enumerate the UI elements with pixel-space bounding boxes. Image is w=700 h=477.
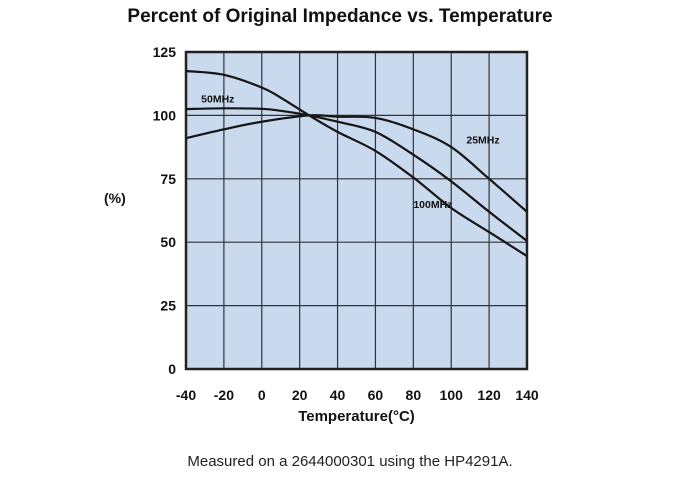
series-line-25mhz [185,114,528,213]
series-label-50mhz: 50MHz [201,94,234,106]
series-label-25mhz: 25MHz [466,134,499,146]
plot-background [186,52,527,369]
x-tick-label: 20 [292,387,308,403]
x-tick-label: 100 [440,387,464,403]
x-tick-label: 60 [368,387,384,403]
x-tick-label: 120 [477,387,501,403]
chart-title: Percent of Original Impedance vs. Temper… [127,6,553,27]
footnote: Measured on a 2644000301 using the HP429… [187,453,513,470]
series-line-50mhz [185,107,528,242]
y-tick-label: 125 [153,44,177,60]
series-line-100mhz [185,69,528,258]
x-tick-label: -20 [214,387,234,403]
x-axis-label: Temperature(°C) [298,408,415,425]
series-label-100mhz: 100MHz [413,199,452,211]
y-tick-label: 75 [160,171,176,187]
x-tick-label: -40 [176,387,196,403]
x-tick-label: 40 [330,387,346,403]
x-tick-label: 80 [406,387,422,403]
x-tick-label: 0 [258,387,266,403]
y-tick-label: 100 [153,107,177,123]
y-axis-label: (%) [104,190,126,206]
y-tick-label: 50 [160,234,176,250]
y-tick-label: 0 [168,361,176,377]
x-tick-label: 140 [515,387,539,403]
y-tick-label: 25 [160,298,176,314]
